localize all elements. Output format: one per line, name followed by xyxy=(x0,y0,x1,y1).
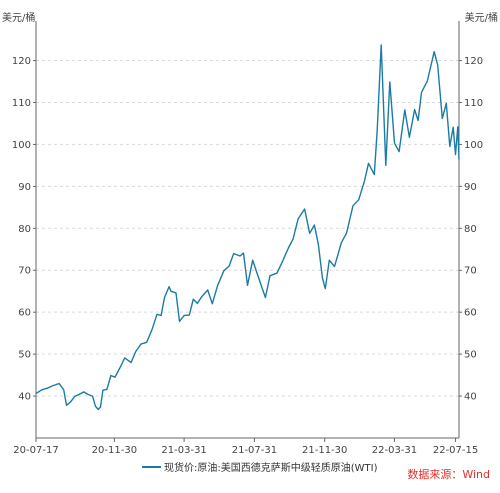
y-tick-right-50: 50 xyxy=(464,350,477,361)
series-line-wti xyxy=(35,44,460,411)
y-tick-left-80: 80 xyxy=(18,224,31,235)
y-tick-left-60: 60 xyxy=(18,308,31,319)
y-axis-right-ticks: 40 50 60 70 80 90 100 110 120 xyxy=(459,56,483,403)
y-tick-left-110: 110 xyxy=(12,98,31,109)
x-tick-22-07-15: 22-07-15 xyxy=(433,445,478,456)
y-tick-left-70: 70 xyxy=(18,266,31,277)
y-tick-right-80: 80 xyxy=(464,224,477,235)
x-tick-21-11-30: 21-11-30 xyxy=(302,445,347,456)
data-source-note: 数据来源：Wind xyxy=(407,468,490,481)
x-tick-21-07-31: 21-07-31 xyxy=(232,445,277,456)
grid-lines xyxy=(36,60,459,397)
y-tick-left-50: 50 xyxy=(18,350,31,361)
legend-label: 现货价:原油:美国西德克萨斯中级轻质原油(WTI) xyxy=(164,461,378,474)
y-tick-left-90: 90 xyxy=(18,182,31,193)
y-axis-left-ticks: 40 50 60 70 80 90 100 110 120 xyxy=(12,56,36,403)
y-tick-left-100: 100 xyxy=(12,140,31,151)
y-tick-left-120: 120 xyxy=(12,56,31,67)
axes xyxy=(35,21,460,439)
y-tick-left-40: 40 xyxy=(18,392,31,403)
x-axis-ticks: 20-07-17 20-11-30 21-03-31 21-07-31 21-11-30… xyxy=(13,438,478,456)
y-tick-right-90: 90 xyxy=(464,182,477,193)
x-tick-20-11-30: 20-11-30 xyxy=(92,445,137,456)
y-tick-right-70: 70 xyxy=(464,266,477,277)
y-tick-right-110: 110 xyxy=(464,98,483,109)
x-tick-22-03-31: 22-03-31 xyxy=(372,445,417,456)
x-tick-20-07-17: 20-07-17 xyxy=(13,445,58,456)
y-axis-right-unit: 美元/桶 xyxy=(465,11,498,24)
x-tick-21-03-31: 21-03-31 xyxy=(161,445,206,456)
y-tick-right-40: 40 xyxy=(464,392,477,403)
y-tick-right-100: 100 xyxy=(464,140,483,151)
y-tick-right-60: 60 xyxy=(464,308,477,319)
legend: 现货价:原油:美国西德克萨斯中级轻质原油(WTI) xyxy=(142,461,378,474)
y-tick-right-120: 120 xyxy=(464,56,483,67)
y-axis-left-unit: 美元/桶 xyxy=(2,11,35,24)
